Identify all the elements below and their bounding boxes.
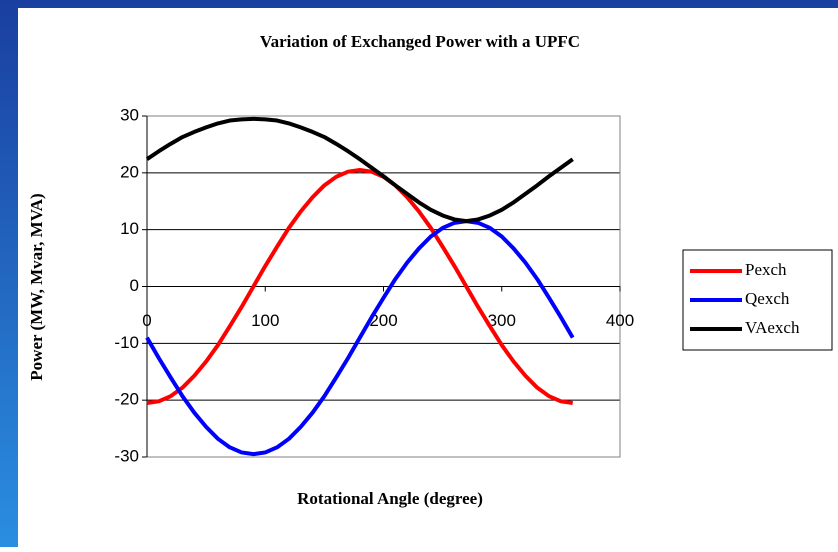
y-tick-label: 0 [130,276,139,295]
x-tick-label: 300 [488,311,516,330]
series-line [145,219,575,457]
y-axis-label: Power (MW, Mvar, MVA) [27,193,46,380]
y-tick-label: 10 [120,219,139,238]
y-tick-label: 20 [120,162,139,181]
x-tick-label: 200 [369,311,397,330]
legend-label: VAexch [745,318,800,337]
legend-label: Qexch [745,289,790,308]
chart-title: Variation of Exchanged Power with a UPFC [260,32,580,51]
y-tick-label: 30 [120,105,139,124]
y-tick-label: -10 [114,333,139,352]
series-line [146,167,573,405]
legend-label: Pexch [745,260,787,279]
x-tick-label: 100 [251,311,279,330]
y-tick-label: -20 [114,390,139,409]
x-tick-label: 0 [142,311,151,330]
series-line [145,116,574,224]
x-tick-label: 400 [606,311,634,330]
x-axis-label: Rotational Angle (degree) [297,489,483,508]
y-tick-label: -30 [114,446,139,465]
